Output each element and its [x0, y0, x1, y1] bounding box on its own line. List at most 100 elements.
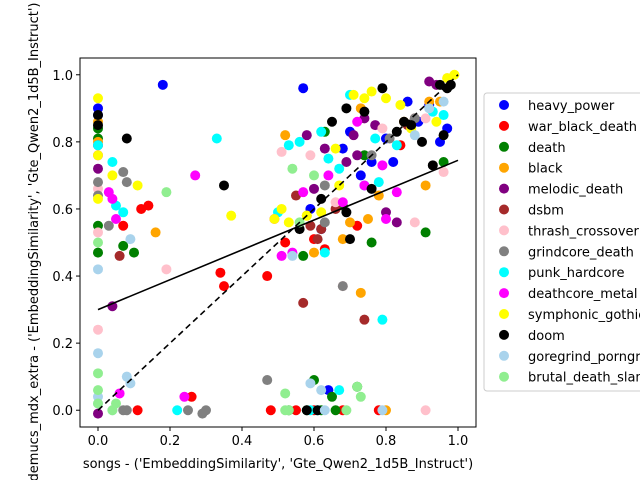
point-symphonic_gothic: [431, 116, 442, 127]
point-thrash_crossover: [409, 217, 420, 228]
point-brutal_death_slam: [280, 388, 291, 399]
fit-line: [97, 159, 459, 311]
point-thrash_crossover: [276, 146, 287, 157]
legend-label-heavy_power: heavy_power: [528, 99, 615, 114]
point-brutal_death_slam: [341, 405, 352, 416]
point-brutal_death_slam: [309, 170, 319, 181]
point-melodic_death: [352, 150, 363, 161]
point-melodic_death: [391, 217, 402, 228]
point-black: [337, 234, 348, 245]
point-black: [345, 217, 355, 228]
legend-marker-melodic_death: [499, 183, 509, 194]
point-grindcore_death: [93, 177, 103, 188]
point-grindcore_death: [319, 180, 330, 191]
point-deathcore_metal: [298, 187, 309, 198]
lines-layer: [97, 74, 459, 411]
point-deathcore_metal: [381, 214, 391, 225]
point-doom: [366, 183, 377, 194]
point-thrash_crossover: [438, 167, 449, 178]
y-axis-title: demucs_mdx_extra - ('EmbeddingSimilarity…: [27, 3, 42, 480]
point-goregrind_porngrind: [125, 378, 136, 389]
legend-marker-grindcore_death: [499, 246, 509, 257]
point-deathcore_metal: [337, 197, 348, 208]
point-war_black_death: [280, 237, 291, 248]
y-tick-label: 0.0: [52, 404, 73, 419]
point-goregrind_porngrind: [424, 103, 435, 114]
point-black: [373, 190, 384, 201]
point-grindcore_death: [319, 217, 330, 228]
legend-label-punk_hardcore: punk_hardcore: [528, 266, 625, 281]
point-punk_hardcore: [283, 140, 294, 151]
point-thrash_crossover: [93, 227, 103, 238]
legend-label-black: black: [528, 162, 563, 177]
point-goregrind_porngrind: [305, 378, 316, 389]
point-goregrind_porngrind: [93, 264, 103, 275]
point-punk_hardcore: [93, 140, 103, 151]
legend-frame: [483, 92, 640, 392]
point-thrash_crossover: [377, 123, 388, 134]
x-axis: 0.0 0.2 0.4 0.6 0.8 1.0: [88, 427, 468, 449]
point-melodic_death: [348, 130, 359, 141]
point-symphonic_gothic: [449, 69, 460, 80]
legend-label-doom: doom: [528, 329, 565, 344]
point-symphonic_gothic: [366, 86, 377, 97]
legend-label-grindcore_death: grindcore_death: [528, 245, 634, 260]
point-melodic_death: [309, 183, 319, 194]
legend-marker-black: [499, 162, 509, 173]
legend-label-symphonic_gothic: symphonic_gothic: [528, 308, 640, 323]
point-brutal_death_slam: [283, 405, 294, 416]
point-brutal_death_slam: [355, 391, 366, 402]
point-doom: [93, 120, 103, 131]
y-tick-label: 0.6: [52, 203, 73, 218]
point-brutal_death_slam: [111, 398, 121, 409]
x-axis-title: songs - ('EmbeddingSimilarity', 'Gte_Qwe…: [83, 457, 473, 472]
point-grindcore_death: [118, 167, 129, 178]
point-doom: [377, 83, 388, 94]
point-war_black_death: [291, 405, 301, 416]
point-doom: [359, 106, 370, 117]
point-grindcore_death: [201, 405, 211, 416]
point-punk_hardcore: [370, 133, 381, 144]
point-grindcore_death: [183, 405, 193, 416]
point-dsbm: [312, 234, 323, 245]
point-black: [309, 247, 319, 258]
point-grindcore_death: [118, 405, 129, 416]
point-doom: [327, 116, 337, 127]
point-deathcore_metal: [107, 193, 118, 204]
point-deathcore_metal: [190, 170, 201, 181]
point-war_black_death: [132, 405, 143, 416]
point-punk_hardcore: [323, 153, 334, 164]
point-war_black_death: [262, 271, 273, 282]
point-deathcore_metal: [179, 391, 190, 402]
point-deathcore_metal: [352, 116, 363, 127]
point-grindcore_death: [103, 220, 114, 231]
legend-marker-doom: [499, 329, 509, 340]
point-goregrind_porngrind: [377, 405, 388, 416]
point-punk_hardcore: [118, 207, 129, 218]
point-goregrind_porngrind: [125, 234, 136, 245]
point-thrash_crossover: [420, 405, 431, 416]
point-symphonic_gothic: [359, 93, 370, 104]
legend-label-thrash_crossover: thrash_crossover: [528, 224, 640, 239]
point-deathcore_metal: [276, 250, 287, 261]
point-symphonic_gothic: [330, 143, 341, 154]
legend-marker-heavy_power: [499, 100, 509, 110]
point-death: [93, 247, 103, 258]
point-black: [280, 130, 291, 141]
point-doom: [445, 79, 456, 90]
point-melodic_death: [93, 408, 103, 419]
point-punk_hardcore: [373, 177, 384, 188]
point-deathcore_metal: [114, 388, 125, 399]
x-tick-label: 0.6: [304, 434, 325, 449]
legend-label-dsbm: dsbm: [528, 204, 564, 219]
point-death: [366, 237, 377, 248]
point-doom: [301, 405, 312, 416]
point-doom: [312, 405, 323, 416]
point-brutal_death_slam: [93, 398, 103, 409]
point-doom: [121, 133, 132, 144]
legend-marker-war_black_death: [499, 120, 509, 131]
point-death: [129, 247, 139, 258]
point-doom: [427, 160, 438, 171]
point-punk_hardcore: [211, 133, 222, 144]
